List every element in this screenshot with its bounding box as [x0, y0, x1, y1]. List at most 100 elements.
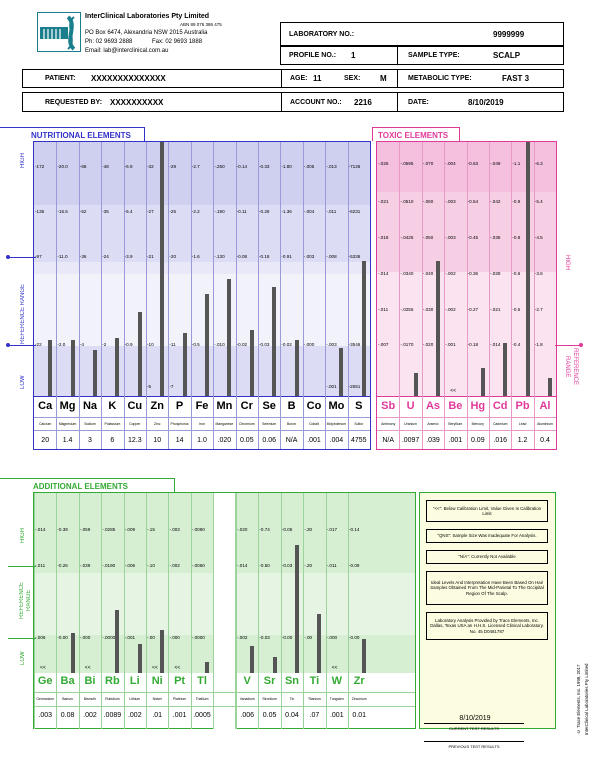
sex-value: M [380, 74, 387, 83]
nutritional-ref-dot [6, 255, 10, 259]
toxic-result-line [377, 430, 556, 431]
nutritional-tick-label: -.130 [214, 254, 225, 259]
additional-column-divider [236, 493, 237, 729]
element-result: 1.0 [197, 437, 207, 444]
element-name: Mercury [471, 422, 484, 426]
toxic-reference-label-1: REFERENCE [572, 348, 578, 386]
additional-tick-label: -.0060 [191, 563, 205, 568]
element-symbol: Sr [263, 675, 276, 687]
additional-tick-label: -.0000 [191, 635, 205, 640]
nutritional-column-divider [78, 142, 80, 450]
element-symbol: Se [262, 400, 276, 412]
toxic-tick-label: -.060 [422, 199, 434, 204]
nutritional-tick-label: -5 [147, 384, 152, 389]
lab-no-value: 9999999 [493, 29, 525, 39]
element-symbol: Ge [37, 675, 53, 687]
additional-tick-label: -.15 [147, 527, 155, 532]
toxic-column-divider [489, 142, 490, 450]
element-name: Cadmium [492, 422, 508, 426]
toxic-tab-border [372, 127, 460, 141]
nutritional-tick-label: -29 [169, 164, 177, 169]
date-label: DATE: [408, 98, 429, 106]
notes-panel [419, 492, 556, 729]
element-name: Magnesium [58, 422, 77, 426]
additional-bar [317, 613, 322, 673]
toxic-tick-label: -.0170 [400, 342, 414, 347]
nutritional-tick-label: -22 [35, 342, 42, 347]
nutritional-tick-label: -.013 [326, 164, 337, 169]
toxic-tick-label: -.018 [378, 235, 389, 240]
note-na: "N/A": Currently Not Available [426, 550, 548, 564]
nutritional-tick-label: -172 [35, 164, 45, 169]
element-name: Molybdenum [326, 422, 347, 426]
element-symbol: Ni [151, 675, 163, 687]
element-name: Platinum [172, 697, 187, 701]
nutritional-bar [115, 337, 120, 396]
element-symbol: S [355, 400, 363, 412]
nutritional-tick-label: -97 [35, 254, 42, 259]
toxic-tick-label: -1.1 [512, 161, 521, 166]
nutritional-tick-label: -21 [147, 254, 154, 259]
requested-by-field: REQUESTED BY: XXXXXXXXXX [22, 92, 282, 112]
toxic-tick-label: -.021 [378, 199, 389, 204]
profile-no-field: PROFILE NO.: 1 [280, 46, 398, 65]
age-field: AGE: 11 SEX: M [281, 69, 398, 88]
note-laboratory: Laboratory Analysis Provided by Trace El… [426, 612, 548, 640]
nutritional-tick-label: -24 [102, 254, 109, 259]
toxic-tick-label: -.042 [490, 199, 501, 204]
nutritional-high-label: HIGH [20, 153, 26, 169]
nutritional-bar [205, 294, 209, 396]
nutritional-tick-label: -0.14 [236, 164, 248, 169]
additional-tick-label: -.000 [79, 635, 91, 640]
additional-tick-label: -.30 [304, 527, 313, 532]
toxic-tick-label: -0.18 [467, 342, 479, 347]
additional-column-divider [123, 493, 125, 729]
nutritional-band [34, 346, 370, 396]
element-result: 0.05 [239, 437, 254, 444]
nutritional-column-divider [213, 142, 215, 450]
lab-address: PO Box 6474, Alexandria NSW 2015 Austral… [85, 30, 208, 36]
element-result: 0.08 [60, 712, 75, 719]
requested-by-label: REQUESTED BY: [45, 98, 103, 106]
element-result: 12.3 [127, 437, 142, 444]
element-name: Zirconium [351, 697, 367, 701]
nutritional-bar [339, 347, 344, 396]
element-result: 20 [41, 437, 50, 444]
additional-tick-label: -0.03 [281, 563, 293, 568]
sample-type-label: SAMPLE TYPE: [408, 52, 460, 59]
element-name: Chromium [238, 422, 255, 426]
toxic-tick-label: -.003 [445, 199, 456, 204]
toxic-tick-label: -.0510 [400, 199, 414, 204]
below-calibration-mark: << [152, 665, 158, 671]
additional-section-title: ADDITIONAL ELEMENTS [33, 482, 128, 491]
nutritional-tick-label: -27 [147, 209, 154, 214]
nutritional-bottom-box [33, 397, 371, 450]
nutritional-tick-label: -.008 [326, 254, 337, 259]
toxic-column-divider [399, 142, 401, 450]
current-test-line [424, 723, 524, 724]
nutritional-column-divider [56, 142, 58, 450]
nutritional-column-divider [123, 142, 125, 450]
nutritional-tick-label: -.010 [214, 342, 225, 347]
toxic-bar [480, 368, 485, 396]
note-qns: "QNS": Sample Size Was Inadequate For An… [426, 529, 548, 543]
nutritional-bar [272, 286, 277, 396]
additional-tick-label: -.000 [326, 635, 338, 640]
element-result: 0.4 [540, 437, 550, 444]
element-name: Cobalt [309, 422, 319, 426]
nutritional-tick-label: -2 [102, 342, 107, 347]
element-name: Nickel [152, 697, 162, 701]
account-no-value: 2216 [354, 97, 372, 107]
additional-tick-label: -0.00 [349, 635, 360, 640]
element-result: .002 [83, 712, 97, 719]
toxic-reference-label-2: RANGE [564, 356, 570, 378]
element-symbol: Na [82, 400, 98, 412]
element-name: Boron [287, 422, 297, 426]
element-symbol: P [175, 400, 184, 412]
element-result: .001 [448, 437, 463, 444]
nutritional-tick-label: -.190 [214, 209, 225, 214]
nutritional-tick-label: -.003 [303, 254, 315, 259]
toxic-tick-label: -.0255 [400, 307, 414, 312]
toxic-tick-label: -5.4 [534, 199, 543, 204]
nutritional-band [34, 262, 370, 274]
